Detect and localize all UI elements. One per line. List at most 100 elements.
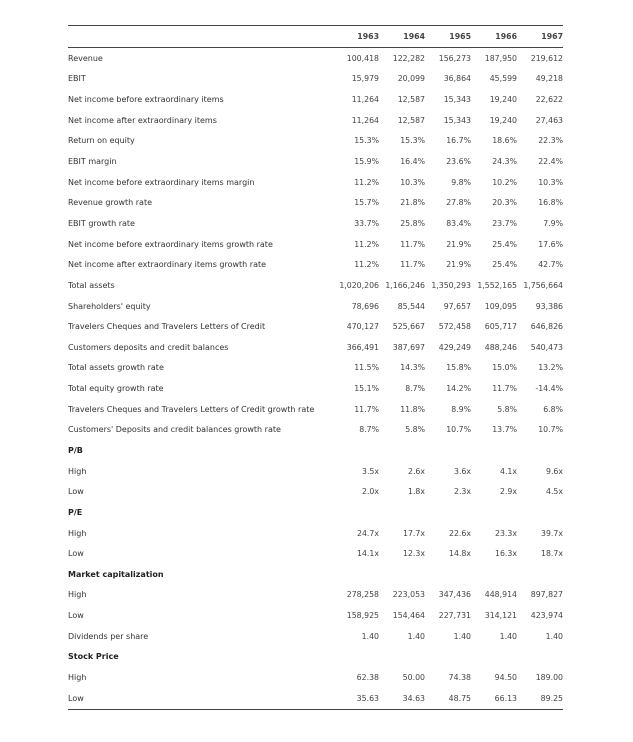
cell-1967: 423,974 bbox=[530, 611, 563, 621]
cell-1967: 27,463 bbox=[535, 115, 563, 125]
row-label: Low bbox=[68, 487, 84, 497]
table-row: High 62.38 50.00 74.38 94.50 189.00 bbox=[68, 667, 563, 688]
cell-1966: 1.40 bbox=[499, 631, 517, 641]
cell-1963: 11.5% bbox=[354, 363, 379, 373]
row-label: Stock Price bbox=[68, 652, 119, 662]
row-label: Customers deposits and credit balances bbox=[68, 342, 229, 352]
table-row: Net income before extraordinary items 11,… bbox=[68, 89, 563, 110]
cell-1965: 14.8x bbox=[449, 549, 471, 559]
table-row: Low 2.0x 1.8x 2.3x 2.9x 4.5x bbox=[68, 481, 563, 502]
cell-1964: 14.3% bbox=[400, 363, 425, 373]
cell-1966: 19,240 bbox=[489, 115, 517, 125]
cell-1963: 78,696 bbox=[351, 301, 379, 311]
row-label: Total assets bbox=[68, 280, 115, 290]
cell-1967: 16.8% bbox=[538, 198, 563, 208]
cell-1965: 14.2% bbox=[446, 384, 471, 394]
row-label: P/B bbox=[68, 445, 83, 455]
cell-1965: 15.8% bbox=[446, 363, 471, 373]
cell-1964: 154,464 bbox=[392, 611, 425, 621]
cell-1963: 11.2% bbox=[354, 260, 379, 270]
cell-1967: 18.7x bbox=[541, 549, 563, 559]
cell-1963: 11,264 bbox=[351, 95, 379, 105]
cell-1967: 189.00 bbox=[535, 673, 563, 683]
cell-1965: 27.8% bbox=[446, 198, 471, 208]
cell-1966: 488,246 bbox=[484, 342, 517, 352]
cell-1965: 21.9% bbox=[446, 260, 471, 270]
cell-1963: 1,020,206 bbox=[339, 280, 379, 290]
cell-1963: 24.7x bbox=[357, 528, 379, 538]
row-label: Shareholders' equity bbox=[68, 301, 151, 311]
section-header-row: Stock Price bbox=[68, 647, 563, 668]
cell-1966: 45,599 bbox=[489, 74, 517, 84]
table-row: Total assets 1,020,206 1,166,246 1,350,293 1… bbox=[68, 275, 563, 296]
cell-1963: 11,264 bbox=[351, 115, 379, 125]
cell-1966: 109,095 bbox=[484, 301, 517, 311]
table-row: Revenue growth rate 15.7% 21.8% 27.8% 20.3% 1… bbox=[68, 192, 563, 213]
cell-1966: 187,950 bbox=[484, 53, 517, 63]
cell-1965: 572,458 bbox=[438, 322, 471, 332]
cell-1965: 23.6% bbox=[446, 157, 471, 167]
cell-1964: 17.7x bbox=[403, 528, 425, 538]
row-label: Revenue bbox=[68, 53, 103, 63]
cell-1965: 15,343 bbox=[443, 115, 471, 125]
cell-1966: 23.3x bbox=[495, 528, 517, 538]
financial-table: 1963 1964 1965 1966 1967 Revenue 100,418 1… bbox=[68, 25, 563, 710]
cell-1966: 448,914 bbox=[484, 590, 517, 600]
cell-1963: 2.0x bbox=[361, 487, 379, 497]
cell-1963: 35.63 bbox=[356, 693, 379, 703]
cell-1966: 94.50 bbox=[494, 673, 517, 683]
cell-1967: 1,756,664 bbox=[523, 280, 563, 290]
cell-1966: 10.2% bbox=[492, 177, 517, 187]
cell-1964: 2.6x bbox=[407, 466, 425, 476]
cell-1964: 50.00 bbox=[402, 673, 425, 683]
table-body: Revenue 100,418 122,282 156,273 187,950 219,6… bbox=[68, 48, 563, 709]
cell-1964: 15.3% bbox=[400, 136, 425, 146]
cell-1967: 7.9% bbox=[543, 218, 563, 228]
cell-1965: 36,864 bbox=[443, 74, 471, 84]
row-label: Net income before extraordinary items ma… bbox=[68, 177, 255, 187]
cell-1963: 470,127 bbox=[346, 322, 379, 332]
cell-1964: 21.8% bbox=[400, 198, 425, 208]
row-label: Revenue growth rate bbox=[68, 198, 153, 208]
table-row: Revenue 100,418 122,282 156,273 187,950 219,6… bbox=[68, 48, 563, 69]
row-label: Travelers Cheques and Travelers Letters … bbox=[68, 322, 266, 332]
cell-1967: 17.6% bbox=[538, 239, 563, 249]
cell-1966: 314,121 bbox=[484, 611, 517, 621]
table-row: Return on equity 15.3% 15.3% 16.7% 18.6% 22.3… bbox=[68, 131, 563, 152]
cell-1964: 12,587 bbox=[397, 115, 425, 125]
row-label: P/E bbox=[68, 507, 83, 517]
cell-1965: 48.75 bbox=[448, 693, 471, 703]
row-label: Customers' Deposits and credit balances … bbox=[68, 425, 281, 435]
section-header-row: Market capitalization bbox=[68, 564, 563, 585]
cell-1967: 22.3% bbox=[538, 136, 563, 146]
cell-1965: 21.9% bbox=[446, 239, 471, 249]
cell-1967: 219,612 bbox=[530, 53, 563, 63]
cell-1965: 227,731 bbox=[438, 611, 471, 621]
row-label: Dividends per share bbox=[68, 631, 149, 641]
table-row: EBIT growth rate 33.7% 25.8% 83.4% 23.7% 7.9% bbox=[68, 213, 563, 234]
cell-1963: 11.2% bbox=[354, 239, 379, 249]
cell-1967: 4.5x bbox=[545, 487, 563, 497]
cell-1963: 1.40 bbox=[361, 631, 379, 641]
cell-1966: 11.7% bbox=[492, 384, 517, 394]
cell-1963: 15.1% bbox=[354, 384, 379, 394]
cell-1966: 20.3% bbox=[492, 198, 517, 208]
cell-1966: 13.7% bbox=[492, 425, 517, 435]
cell-1964: 1.8x bbox=[407, 487, 425, 497]
table-row: Low 158,925 154,464 227,731 314,121 423,974 bbox=[68, 605, 563, 626]
cell-1967: 39.7x bbox=[541, 528, 563, 538]
cell-1966: 24.3% bbox=[492, 157, 517, 167]
table-row: High 278,258 223,053 347,436 448,914 897,827 bbox=[68, 585, 563, 606]
row-label: Low bbox=[68, 549, 84, 559]
cell-1966: 23.7% bbox=[492, 218, 517, 228]
cell-1965: 1.40 bbox=[453, 631, 471, 641]
year-header: 1963 bbox=[357, 32, 379, 41]
row-label: High bbox=[68, 590, 87, 600]
table-row: EBIT margin 15.9% 16.4% 23.6% 24.3% 22.4% bbox=[68, 151, 563, 172]
cell-1963: 366,491 bbox=[346, 342, 379, 352]
cell-1966: 19,240 bbox=[489, 95, 517, 105]
section-header-row: P/E bbox=[68, 502, 563, 523]
cell-1967: 22,622 bbox=[535, 95, 563, 105]
cell-1964: 525,667 bbox=[392, 322, 425, 332]
cell-1967: 89.25 bbox=[540, 693, 563, 703]
